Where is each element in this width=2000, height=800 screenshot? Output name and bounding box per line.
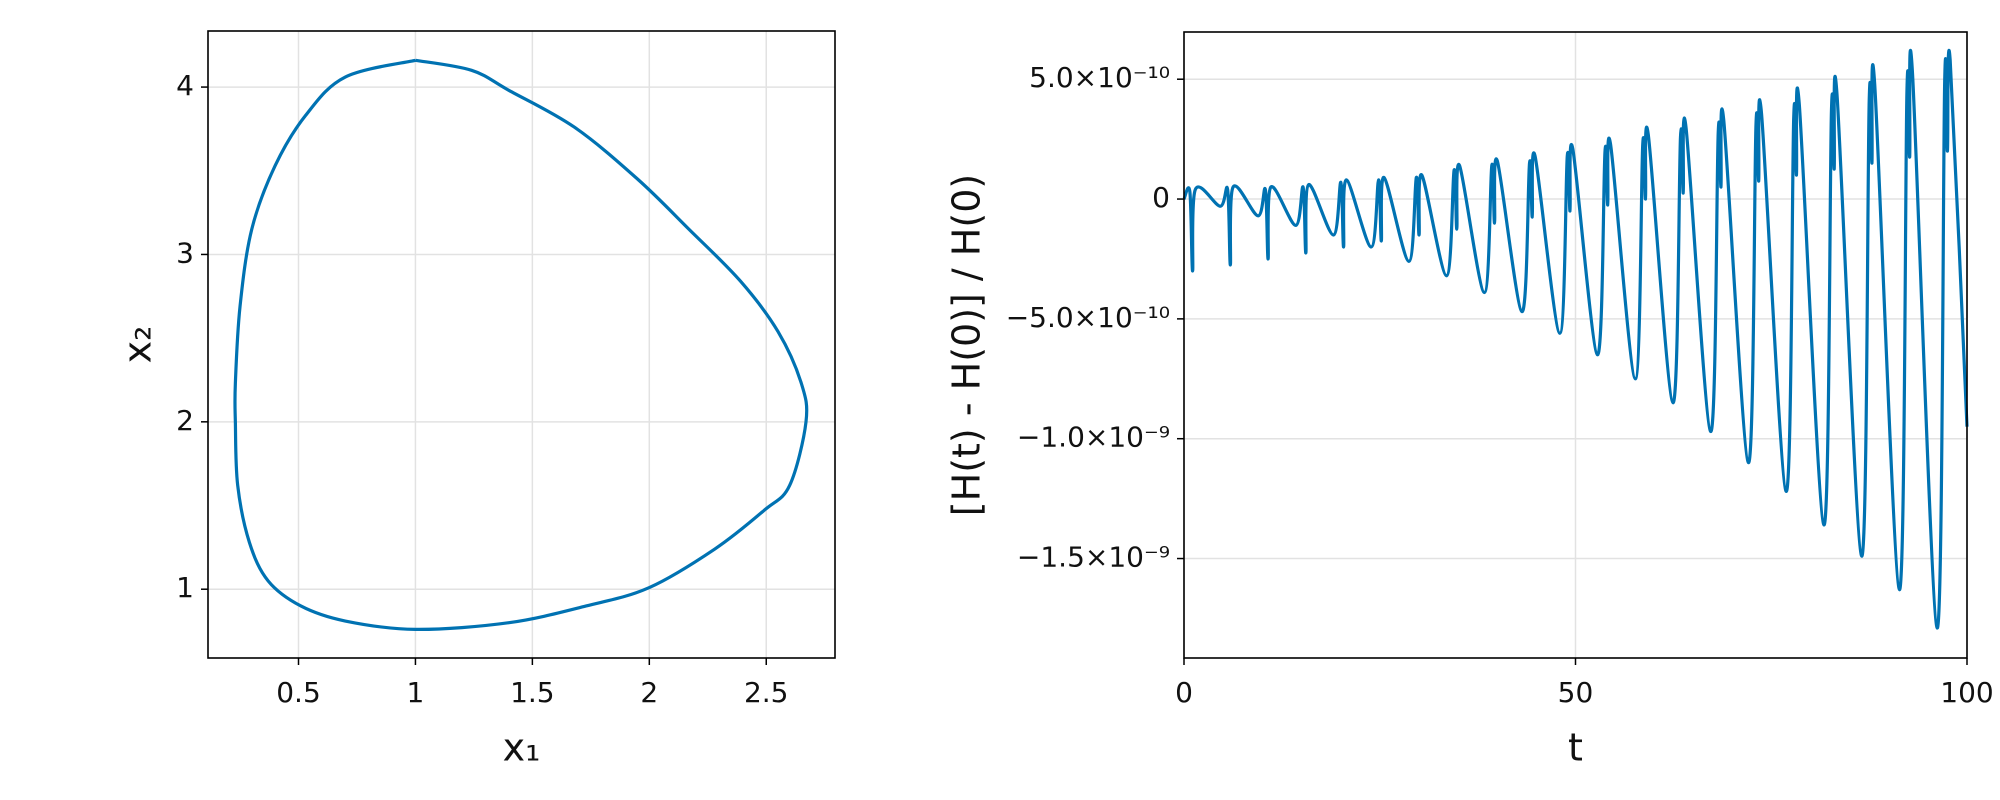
x-tick-label: 2.5 [744, 676, 789, 709]
y-axis-label: x₂ [116, 326, 160, 364]
y-tick-label: 2 [176, 404, 194, 437]
plot-frame [207, 30, 836, 659]
x-tick-label: 50 [1558, 676, 1594, 709]
y-tick-label: −1.5×10⁻⁹ [1017, 541, 1170, 574]
x-tick-label: 0 [1175, 676, 1193, 709]
x-tick-label: 0.5 [276, 676, 321, 709]
x-tick-label: 1 [407, 676, 425, 709]
y-tick-label: −5.0×10⁻¹⁰ [1006, 301, 1170, 334]
y-tick-label: 5.0×10⁻¹⁰ [1029, 61, 1170, 94]
x-tick-label: 100 [1940, 676, 1993, 709]
x-tick-label: 1.5 [510, 676, 555, 709]
y-tick-label: 4 [176, 69, 194, 102]
y-axis-label: [H(t) - H(0)] / H(0) [945, 174, 989, 516]
series-line [233, 58, 809, 631]
plot-frame [1183, 31, 1968, 659]
series-line [1182, 48, 1969, 630]
y-tick-label: 1 [176, 571, 194, 604]
y-tick-label: −1.0×10⁻⁹ [1017, 421, 1170, 454]
x-axis-label: t [1568, 726, 1583, 770]
x-tick-label: 2 [640, 676, 658, 709]
y-tick-label: 3 [176, 236, 194, 269]
y-tick-label: 0 [1152, 181, 1170, 214]
x-axis-label: x₁ [503, 726, 541, 770]
